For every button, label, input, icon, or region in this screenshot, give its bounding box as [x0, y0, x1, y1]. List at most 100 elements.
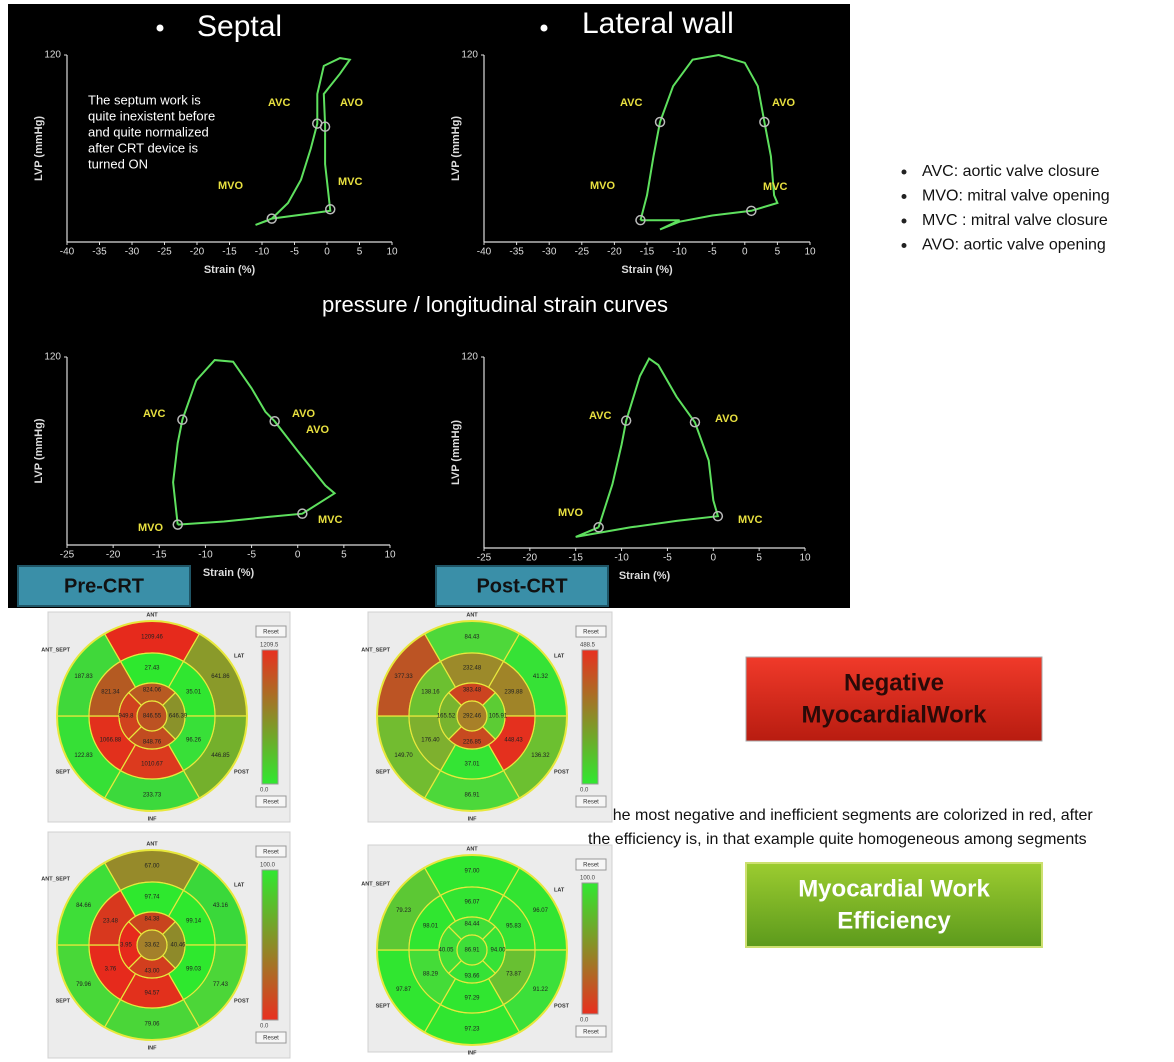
colorbar [261, 649, 279, 785]
x-tick-label: -20 [607, 247, 622, 258]
reset-label: Reset [583, 863, 599, 869]
x-tick-label: -35 [92, 247, 107, 258]
x-tick-label: -5 [663, 553, 672, 564]
x-tick-label: 5 [756, 553, 762, 564]
wall-label: INF [148, 816, 158, 822]
note: turned ON [88, 156, 148, 171]
valve-label: MVO [558, 507, 584, 519]
x-tick-label: -20 [523, 553, 538, 564]
segment-value: 122.83 [74, 753, 93, 759]
x-tick-label: 10 [799, 553, 811, 564]
valve-label: MVC [318, 514, 343, 526]
valve-label: AVC [268, 97, 290, 109]
wall-label: LAT [554, 887, 565, 893]
note: after CRT device is [88, 140, 199, 155]
colorbar [581, 882, 599, 1015]
wall-label: LAT [234, 882, 245, 888]
reset-button [255, 625, 287, 638]
wall-label: ANT_SEPT [41, 647, 70, 653]
bullet [156, 24, 164, 32]
scale-max: 488.5 [580, 643, 596, 649]
scale-max: 100.0 [260, 863, 276, 869]
reset-button [575, 858, 607, 871]
plot-background [8, 4, 850, 608]
segment-value: 43.00 [144, 969, 160, 975]
valve-label: MVO [138, 522, 164, 534]
segment-value: 93.66 [464, 974, 480, 980]
scale-max: 100.0 [580, 876, 596, 882]
wall-label: ANT_SEPT [361, 881, 390, 887]
segment-value: 43.16 [213, 903, 229, 909]
segment-value: 165.52 [437, 714, 456, 720]
segment-value: 446.85 [211, 753, 230, 759]
bullseye-rim [56, 849, 248, 1041]
segment-value: 33.62 [144, 943, 160, 949]
segment-value: 105.91 [489, 714, 508, 720]
bullet [901, 194, 907, 199]
x-tick-label: 5 [357, 247, 363, 258]
wall-label: SEPT [56, 769, 71, 775]
wall-label: LAT [554, 653, 565, 659]
post-button [435, 565, 609, 607]
x-tick-label: 10 [384, 550, 396, 561]
segment-value: 88.29 [423, 972, 439, 978]
reset-button [575, 625, 607, 638]
wall-label: SEPT [56, 998, 71, 1004]
valve-point [172, 519, 183, 530]
valve-label: AVO [292, 408, 315, 420]
reset-button [255, 795, 287, 808]
note: quite inexistent before [88, 108, 215, 123]
x-tick-label: -25 [157, 247, 172, 258]
reset-label: Reset [263, 630, 279, 636]
legend-item: MVO: mitral valve opening [922, 188, 1110, 205]
segment-value: 23.48 [103, 919, 119, 925]
segment-value: 99.14 [186, 919, 202, 925]
valve-label: AVO [306, 424, 329, 436]
valve-point [689, 417, 701, 428]
wall-label: ANT [466, 846, 478, 852]
pre-label: Pre-CRT [64, 575, 144, 597]
wall-label: LAT [234, 653, 245, 659]
loop-line [172, 359, 337, 526]
segment-value: 94.57 [144, 991, 160, 997]
segment-value: 40.05 [438, 948, 454, 954]
loop-line [255, 57, 352, 226]
wall-label: ANT [146, 612, 158, 618]
segment-value: 97.29 [464, 996, 480, 1002]
x-axis-label: Strain (%) [204, 264, 256, 276]
legend-item: MVC : mitral valve closure [922, 212, 1108, 229]
x-tick-label: -40 [60, 247, 75, 258]
x-tick-label: 0 [295, 550, 301, 561]
bullet [901, 218, 907, 224]
segment-value: 73.87 [506, 972, 522, 978]
segment-value: 646.39 [169, 714, 188, 720]
segment-value: 27.43 [144, 666, 160, 672]
x-tick-label: -25 [477, 553, 492, 564]
segment-value: 136.32 [531, 753, 550, 759]
segment-value: 67.00 [144, 864, 160, 870]
segment-value: 84.66 [76, 903, 92, 909]
reset-label: Reset [263, 800, 279, 806]
segment-value: 3.76 [105, 967, 117, 973]
legend-item: AVO: aortic valve opening [922, 237, 1106, 254]
segment-value: 37.01 [464, 762, 480, 768]
wall-label: INF [468, 816, 478, 822]
segment-value: 1010.67 [141, 762, 163, 768]
x-tick-label: -15 [640, 247, 655, 258]
valve-point [654, 116, 666, 128]
wall-label: SEPT [376, 769, 391, 775]
x-tick-label: 5 [341, 550, 347, 561]
legend-item: AVC: aortic valve closure [922, 163, 1100, 180]
segment-value: 187.83 [74, 674, 93, 680]
x-tick-label: -10 [672, 247, 687, 258]
segment-value: 377.33 [394, 674, 413, 680]
wall-label: ANT_SEPT [361, 647, 390, 653]
reset-label: Reset [263, 1036, 279, 1042]
loop-line [639, 53, 779, 231]
bullet [901, 169, 907, 175]
x-tick-label: -5 [290, 247, 299, 258]
y-axis-label: LVP (mmHg) [33, 116, 45, 181]
x-tick-label: -25 [60, 550, 75, 561]
segment-value: 79.23 [396, 908, 412, 914]
segment [456, 700, 488, 732]
